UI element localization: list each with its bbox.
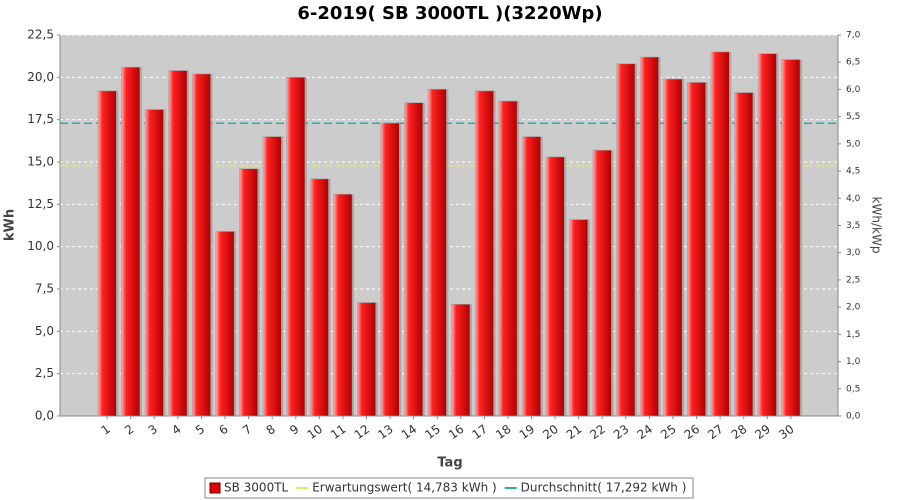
bar: [639, 56, 659, 417]
x-tick-label: 16: [446, 422, 467, 442]
legend-label: Erwartungswert( 14,783 kWh ): [312, 481, 496, 495]
x-tick-label: 22: [587, 422, 608, 442]
x-tick-label: 14: [399, 422, 420, 442]
x-tick-label: 6: [216, 422, 230, 438]
x-tick-label: 4: [169, 422, 183, 438]
bar: [451, 303, 471, 417]
x-tick-label: 17: [470, 422, 491, 442]
x-tick-label: 11: [328, 422, 349, 442]
x-axis-label: Tag: [437, 456, 462, 471]
legend-label: Durchschnitt( 17,292 kWh ): [521, 481, 687, 495]
bar: [262, 136, 282, 417]
y-tick-label: 5,0: [35, 324, 54, 338]
y-tick-label: 7,5: [35, 282, 54, 296]
bar: [498, 100, 518, 417]
x-tick-label: 8: [264, 422, 278, 438]
y2-tick-label: 3,5: [846, 221, 860, 231]
y-tick-label: 17,5: [27, 112, 54, 126]
bar: [309, 178, 329, 417]
bar: [569, 219, 589, 417]
bar: [522, 136, 542, 417]
bar: [592, 149, 612, 417]
bar: [215, 231, 235, 417]
y-tick-label: 20,0: [27, 70, 54, 84]
bar: [734, 92, 754, 417]
plot-area: [60, 35, 838, 416]
bar: [191, 73, 211, 417]
bar: [474, 90, 494, 417]
bar: [404, 102, 424, 417]
x-tick-label: 1: [99, 422, 113, 438]
x-tick-label: 19: [517, 422, 538, 442]
x-tick-label: 30: [776, 422, 797, 442]
x-tick-label: 3: [146, 422, 160, 438]
bar: [380, 122, 400, 417]
x-tick-label: 21: [564, 422, 585, 442]
bar: [757, 53, 777, 417]
bar: [121, 66, 141, 417]
y2-tick-label: 0,0: [846, 412, 861, 422]
legend-swatch: [209, 482, 221, 494]
bar: [616, 63, 636, 417]
chart-title: 6-2019( SB 3000TL )(3220Wp): [297, 3, 602, 24]
bar: [545, 156, 565, 417]
y2-tick-label: 4,0: [846, 194, 861, 204]
x-tick-label: 13: [375, 422, 396, 442]
x-tick-label: 26: [682, 422, 703, 442]
y2-tick-label: 0,5: [846, 384, 860, 394]
y2-tick-label: 4,5: [846, 167, 860, 177]
x-tick-label: 25: [658, 422, 679, 442]
bar: [687, 82, 707, 417]
y2-axis-label: kWh/kWp: [870, 197, 884, 254]
x-tick-label: 10: [305, 422, 326, 442]
x-tick-label: 5: [193, 422, 207, 438]
y2-tick-label: 5,0: [846, 139, 861, 149]
y-tick-label: 12,5: [27, 197, 54, 211]
bar: [781, 59, 801, 417]
bar: [239, 168, 259, 417]
y-tick-label: 2,5: [35, 366, 54, 380]
x-tick-label: 23: [611, 422, 632, 442]
y2-tick-label: 2,5: [846, 275, 860, 285]
x-tick-label: 29: [752, 422, 773, 442]
y2-tick-label: 2,0: [846, 303, 861, 313]
y2-tick-label: 7,0: [846, 31, 861, 41]
x-tick-label: 18: [493, 422, 514, 442]
x-tick-label: 20: [540, 422, 561, 442]
bar: [663, 78, 683, 417]
bar: [427, 88, 447, 417]
x-tick-label: 2: [122, 422, 136, 438]
x-tick-label: 28: [729, 422, 750, 442]
bar: [710, 51, 730, 417]
y-axis-label: kWh: [3, 209, 18, 241]
y2-tick-label: 6,0: [846, 85, 861, 95]
bar: [333, 193, 353, 417]
y-tick-label: 0,0: [35, 409, 54, 423]
bar: [168, 70, 188, 417]
y2-tick-label: 3,0: [846, 248, 861, 258]
y-tick-label: 10,0: [27, 239, 54, 253]
y2-tick-label: 5,5: [846, 112, 860, 122]
x-tick-label: 9: [287, 422, 301, 438]
x-tick-label: 24: [635, 422, 656, 442]
x-tick-label: 7: [240, 422, 254, 438]
y2-tick-label: 1,5: [846, 330, 860, 340]
x-tick-label: 27: [705, 422, 726, 442]
bar: [97, 90, 117, 417]
legend: [204, 477, 694, 499]
x-tick-label: 15: [422, 422, 443, 442]
legend-label: SB 3000TL: [224, 481, 289, 495]
bar: [286, 77, 306, 417]
y-tick-label: 15,0: [27, 155, 54, 169]
bar: [144, 109, 164, 417]
y2-tick-label: 1,0: [846, 357, 861, 367]
x-tick-label: 12: [352, 422, 373, 442]
y-tick-label: 22,5: [27, 28, 54, 42]
y2-tick-label: 6,5: [846, 58, 860, 68]
bar: [356, 302, 376, 417]
